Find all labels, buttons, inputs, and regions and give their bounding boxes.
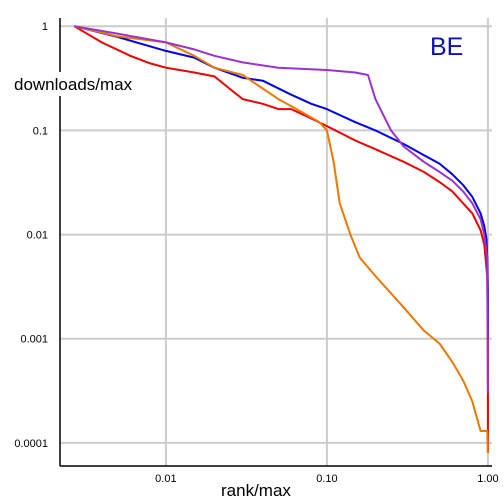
series-line: [74, 25, 489, 454]
y-tick-label: 0.0001: [14, 438, 48, 450]
series-line: [74, 25, 489, 394]
series-lines: [73, 25, 489, 454]
chart-annotation: BE: [430, 33, 463, 61]
x-tick-label: 0.01: [155, 473, 176, 485]
y-tick-label: 0.001: [20, 334, 48, 346]
y-axis-label: downloads/max: [14, 75, 133, 94]
x-tick-label: 1.00: [477, 473, 498, 485]
y-tick-label: 0.01: [27, 230, 48, 242]
grid: [60, 18, 492, 466]
x-axis-label: rank/max: [221, 481, 291, 500]
x-tick-labels: 0.01 0.10 1.00: [155, 473, 498, 485]
y-tick-labels: 1 0.1 0.01 0.001 0.0001: [14, 21, 48, 450]
y-tick-label: 0.1: [33, 125, 48, 137]
x-tick-label: 0.10: [316, 473, 337, 485]
y-tick-label: 1: [42, 21, 48, 33]
series-line: [73, 25, 489, 453]
